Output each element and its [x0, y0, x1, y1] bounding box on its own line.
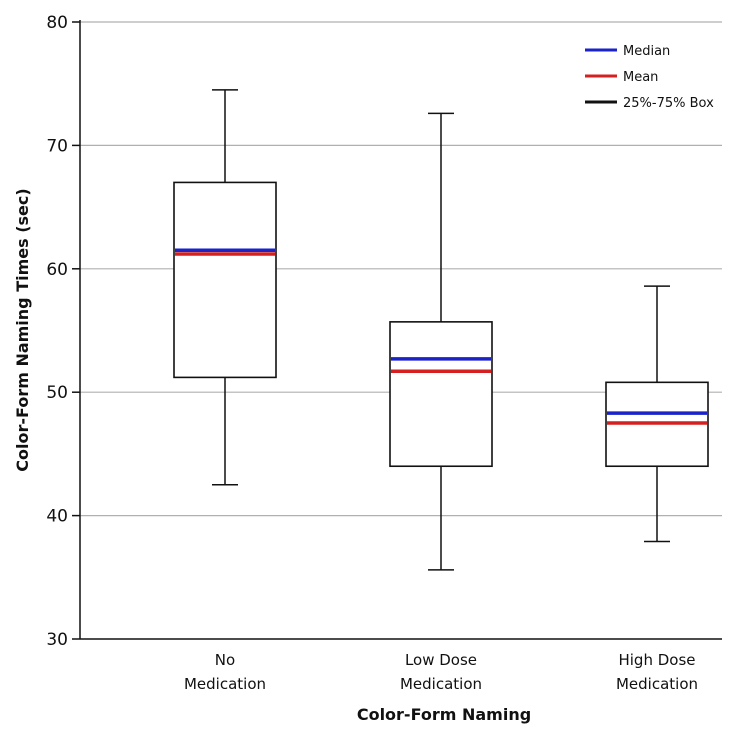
legend-label-0: Median	[623, 44, 670, 59]
y-tick-label: 70	[46, 136, 68, 156]
x-category-label-line: Low Dose	[405, 651, 477, 669]
y-axis-title: Color-Form Naming Times (sec)	[13, 188, 32, 471]
x-category-label: High Dose Medication	[616, 651, 698, 693]
x-category-label-line: Medication	[400, 675, 482, 693]
iqr-box	[389, 321, 493, 468]
x-category-label: No Medication	[184, 651, 266, 693]
x-category-label-line: Medication	[184, 675, 266, 693]
x-category-label-line: No	[215, 651, 235, 669]
y-tick-label: 60	[46, 260, 68, 280]
legend-label-1: Mean	[623, 70, 658, 85]
y-tick-label: 50	[46, 383, 68, 403]
y-tick-label: 40	[46, 507, 68, 527]
legend: Median Mean 25%-75% Box	[585, 44, 714, 111]
x-category-label-line: High Dose	[618, 651, 695, 669]
axis-layer: 30 40 50 60 70 80 No Medication Low Dose Medicati…	[46, 13, 722, 693]
box-layer	[173, 89, 709, 571]
x-category-label: Low Dose Medication	[400, 651, 482, 693]
legend-label-2: 25%-75% Box	[623, 96, 714, 111]
x-category-label-line: Medication	[616, 675, 698, 693]
iqr-box	[173, 181, 277, 379]
y-tick-label: 80	[46, 13, 68, 33]
x-axis-title: Color-Form Naming	[357, 705, 531, 724]
y-tick-label: 30	[46, 630, 68, 650]
